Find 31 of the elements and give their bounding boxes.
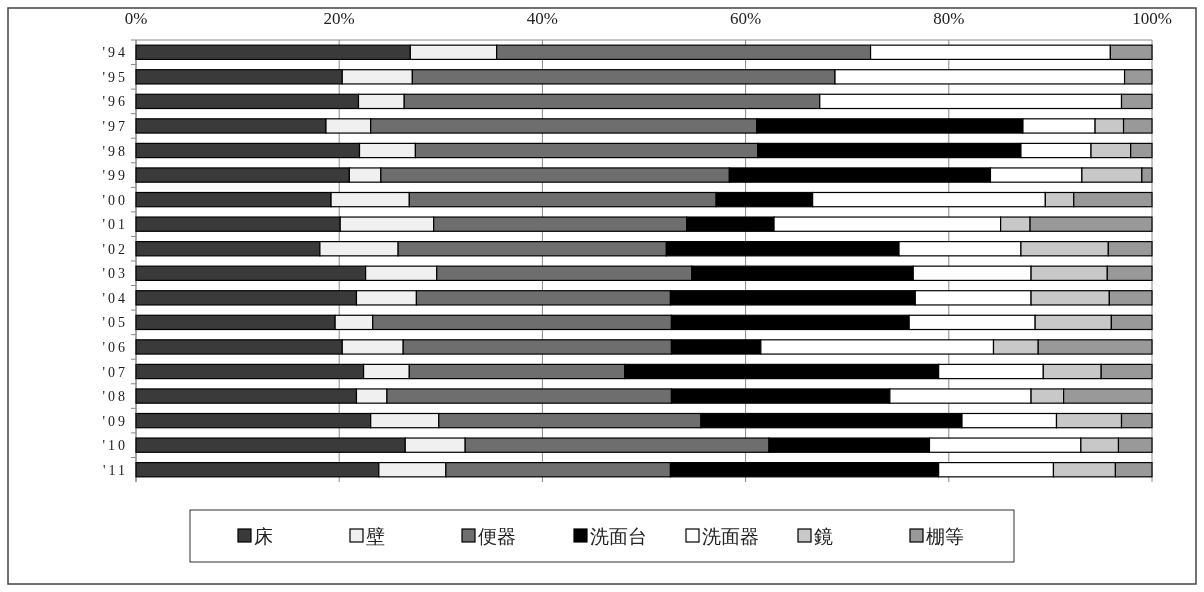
y-tick-label: '01 xyxy=(102,217,128,233)
legend-label: 洗面器 xyxy=(702,526,759,547)
y-tick-label: '95 xyxy=(102,69,128,85)
x-tick-label: 20% xyxy=(323,9,355,28)
x-tick-label: 60% xyxy=(730,9,762,28)
y-tick-label: '11 xyxy=(102,462,128,478)
legend-label: 鏡 xyxy=(814,526,833,547)
y-tick-label: '00 xyxy=(102,192,128,208)
y-tick-label: '96 xyxy=(102,94,128,110)
legend-label: 棚等 xyxy=(926,526,964,547)
x-tick-label: 40% xyxy=(526,9,558,28)
legend-label: 洗面台 xyxy=(590,526,647,547)
x-tick-label: 100% xyxy=(1132,9,1172,28)
y-tick-label: '08 xyxy=(102,389,128,405)
y-tick-label: '02 xyxy=(102,241,128,257)
y-tick-label: '04 xyxy=(102,290,128,306)
x-tick-label: 0% xyxy=(124,9,148,28)
y-tick-label: '98 xyxy=(102,143,128,159)
y-tick-label: '06 xyxy=(102,339,128,355)
legend-label: 便器 xyxy=(478,526,516,547)
legend-label: 壁 xyxy=(366,526,385,547)
y-tick-label: '09 xyxy=(102,413,128,429)
x-tick-label: 80% xyxy=(933,9,965,28)
y-tick-label: '94 xyxy=(102,45,128,61)
legend-label: 床 xyxy=(254,526,273,547)
y-tick-label: '10 xyxy=(102,438,128,454)
y-tick-label: '05 xyxy=(102,315,128,331)
y-tick-label: '97 xyxy=(102,118,128,134)
y-tick-label: '99 xyxy=(102,168,128,184)
y-tick-label: '07 xyxy=(102,364,128,380)
y-tick-label: '03 xyxy=(102,266,128,282)
